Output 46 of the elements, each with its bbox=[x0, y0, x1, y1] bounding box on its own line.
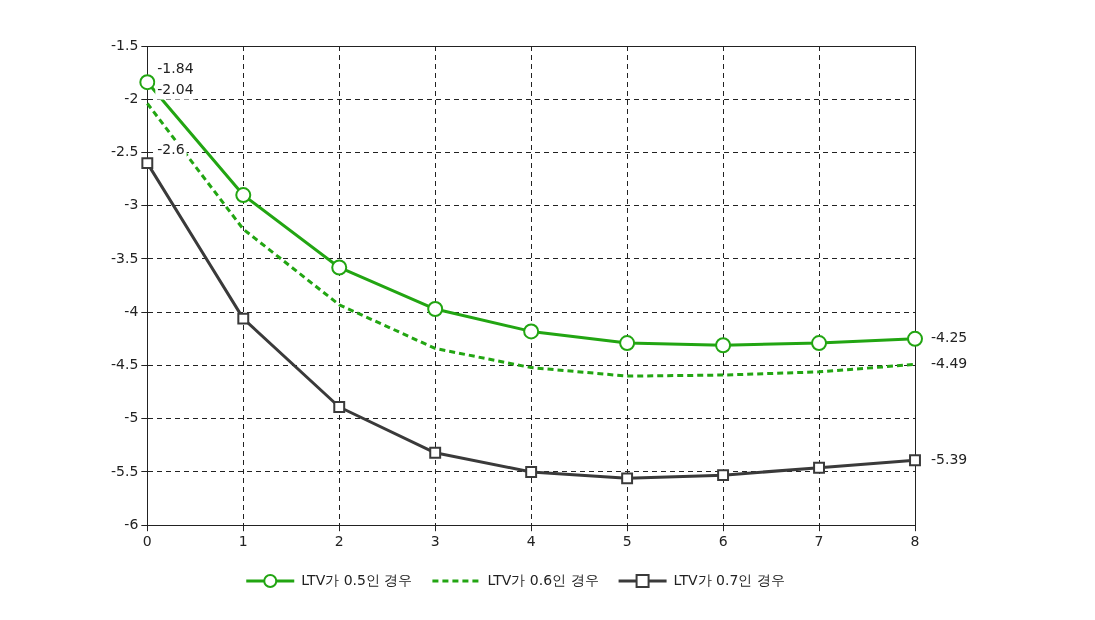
point bbox=[715, 337, 732, 354]
x-tick-label: 7 bbox=[814, 533, 824, 550]
legend-label: LTV가 0.6인 경우 bbox=[487, 571, 599, 588]
data-label: -5.39 bbox=[931, 450, 968, 467]
x-tick-label: 8 bbox=[910, 533, 920, 550]
x-tick-label: 1 bbox=[238, 533, 248, 550]
point bbox=[141, 157, 154, 170]
y-tick-label: -2.5 bbox=[110, 143, 139, 160]
point bbox=[333, 401, 346, 413]
data-label: -4.25 bbox=[931, 329, 968, 346]
legend-label: LTV가 0.5인 경우 bbox=[301, 571, 413, 588]
data-label: -4.49 bbox=[931, 355, 968, 372]
y-tick-label: -4.5 bbox=[110, 356, 139, 373]
x-tick-label: 5 bbox=[622, 533, 632, 550]
point bbox=[139, 74, 156, 91]
x-tick-label: 0 bbox=[142, 533, 152, 550]
y-tick-label: -3.5 bbox=[110, 249, 139, 266]
x-tick-label: 6 bbox=[718, 533, 728, 550]
data-label: -2.6 bbox=[157, 140, 185, 157]
point bbox=[235, 187, 252, 204]
x-tick-label: 3 bbox=[430, 533, 440, 550]
point bbox=[813, 461, 825, 474]
x-tick-label: 2 bbox=[334, 533, 344, 550]
point bbox=[907, 330, 923, 347]
point bbox=[909, 454, 921, 467]
y-tick-label: -5.5 bbox=[110, 462, 139, 479]
y-tick-label: -4 bbox=[124, 302, 139, 319]
point bbox=[717, 469, 730, 482]
y-tick-label: -5 bbox=[124, 409, 139, 426]
point bbox=[237, 312, 250, 325]
y-tick-label: -1.5 bbox=[110, 36, 139, 53]
point bbox=[811, 335, 828, 352]
point bbox=[621, 472, 634, 485]
point bbox=[429, 446, 442, 459]
y-tick-label: -2 bbox=[124, 89, 139, 106]
point bbox=[331, 259, 348, 276]
point bbox=[619, 335, 636, 352]
point bbox=[523, 323, 540, 340]
y-tick-label: -6 bbox=[124, 515, 139, 532]
point bbox=[525, 466, 538, 478]
data-label: -2.04 bbox=[157, 81, 194, 98]
y-tick-label: -3 bbox=[124, 196, 139, 213]
x-tick-label: 4 bbox=[526, 533, 536, 550]
point bbox=[427, 301, 444, 318]
legend-label: LTV가 0.7인 경우 bbox=[673, 571, 785, 588]
data-label: -1.84 bbox=[157, 59, 194, 76]
